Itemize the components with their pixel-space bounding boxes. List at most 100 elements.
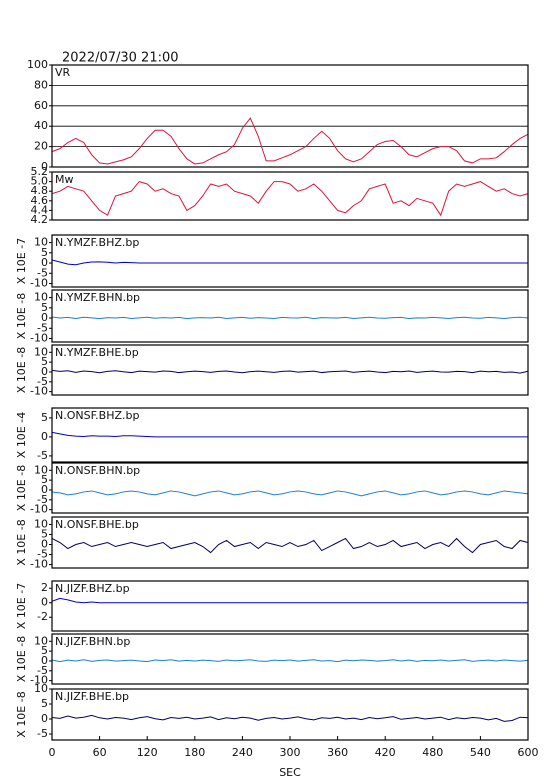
y-tick-label: -5: [37, 266, 48, 279]
y-tick-label: -10: [30, 332, 48, 345]
panel-label: N.ONSF.BHZ.bp: [55, 409, 139, 422]
waveform-line: [52, 259, 528, 266]
panel-frame: [51, 516, 529, 569]
y-axis-label: X 10E -4: [15, 412, 28, 458]
y-axis-label: X 10E -7: [15, 238, 28, 284]
y-tick-label: 10: [34, 236, 48, 249]
y-axis-label: X 10E -8: [15, 519, 28, 565]
y-tick-label: 5: [41, 301, 48, 314]
y-axis-label: X 10E -8: [15, 465, 28, 511]
panel-label: N.JIZF.BHZ.bp: [55, 582, 130, 595]
y-tick-label: 0: [41, 160, 48, 173]
chart-title: 2022/07/30 21:00: [62, 51, 179, 66]
y-tick-label: 4.8: [31, 184, 49, 197]
y-tick-label: 5: [41, 411, 48, 424]
y-axis-label: X 10E -8: [15, 636, 28, 682]
y-tick-label: 80: [34, 78, 48, 91]
y-tick-label: 0: [41, 596, 48, 609]
y-tick-label: -5: [37, 375, 48, 388]
y-tick-label: -10: [30, 558, 48, 571]
panel-label: N.JIZF.BHE.bp: [55, 690, 129, 703]
x-tick-label: 180: [184, 746, 205, 759]
waveform-line: [52, 659, 528, 663]
y-tick-label: -5: [37, 664, 48, 677]
y-tick-label: 4.4: [31, 203, 49, 216]
panel-label: VR: [55, 66, 71, 79]
panel-label: N.YMZF.BHE.bp: [55, 346, 139, 359]
waveform-line: [52, 431, 528, 438]
x-tick-label: 600: [518, 746, 539, 759]
y-tick-label: -5: [37, 449, 48, 462]
y-tick-label: 5.0: [31, 175, 49, 188]
y-tick-label: 0: [41, 365, 48, 378]
waveform-line: [52, 597, 528, 604]
waveform-line: [52, 181, 528, 217]
x-tick-label: 120: [137, 746, 158, 759]
panel-label: N.ONSF.BHE.bp: [55, 518, 139, 531]
y-tick-label: -10: [30, 674, 48, 687]
x-tick-label: 480: [422, 746, 443, 759]
y-tick-label: -10: [30, 503, 48, 516]
panel-frame: [51, 64, 529, 168]
y-tick-label: -5: [37, 321, 48, 334]
y-tick-label: 5: [41, 697, 48, 710]
y-tick-label: 100: [27, 58, 48, 71]
x-tick-label: 300: [280, 746, 301, 759]
panel-frame: [51, 633, 529, 685]
y-tick-label: 40: [34, 119, 48, 132]
y-tick-label: 5: [41, 473, 48, 486]
y-tick-label: 5.2: [31, 165, 49, 178]
y-axis-label: X 10E -7: [15, 583, 28, 629]
y-tick-label: 0: [41, 538, 48, 551]
panel-label: Mw: [55, 173, 74, 186]
waveform-line: [52, 117, 528, 165]
y-tick-label: 10: [34, 291, 48, 304]
y-tick-label: -5: [37, 548, 48, 561]
y-tick-label: 10: [34, 634, 48, 647]
waveform-line: [52, 369, 528, 374]
panel-label: N.YMZF.BHZ.bp: [55, 236, 139, 249]
y-axis-label: X 10E -8: [15, 691, 28, 737]
panel-frame: [51, 234, 529, 288]
panel-frame: [51, 344, 529, 396]
waveform-line: [52, 714, 528, 722]
panel-label: N.YMZF.BHN.bp: [55, 291, 140, 304]
x-axis-label: SEC: [279, 766, 301, 779]
y-tick-label: 5: [41, 355, 48, 368]
panel-frame: [51, 171, 529, 221]
y-tick-label: -10: [30, 385, 48, 398]
x-tick-label: 0: [49, 746, 56, 759]
waveform-line: [52, 490, 528, 497]
x-tick-label: 540: [470, 746, 491, 759]
x-tick-label: 360: [327, 746, 348, 759]
y-tick-label: -2: [37, 610, 48, 623]
y-tick-label: 0: [41, 654, 48, 667]
panel-frame: [51, 407, 529, 463]
y-axis-label: X 10E -8: [15, 293, 28, 339]
y-tick-label: 5: [41, 246, 48, 259]
panel-frame: [51, 289, 529, 343]
y-tick-label: 60: [34, 99, 48, 112]
waveform-line: [52, 316, 528, 320]
y-tick-label: 0: [41, 712, 48, 725]
y-tick-label: 5: [41, 644, 48, 657]
panel-label: N.JIZF.BHN.bp: [55, 635, 130, 648]
y-tick-label: 0: [41, 256, 48, 269]
y-tick-label: -5: [37, 493, 48, 506]
y-tick-label: 4.2: [31, 213, 49, 226]
panel-label: N.ONSF.BHN.bp: [55, 464, 140, 477]
y-tick-label: -10: [30, 277, 48, 290]
y-axis-label: X 10E -8: [15, 347, 28, 393]
y-tick-label: 2: [41, 581, 48, 594]
y-tick-label: 0: [41, 483, 48, 496]
y-tick-label: -5: [37, 727, 48, 740]
x-tick-label: 420: [375, 746, 396, 759]
panel-frame: [51, 580, 529, 632]
y-tick-label: 10: [34, 463, 48, 476]
y-tick-label: 20: [34, 140, 48, 153]
panel-frame: [51, 462, 529, 514]
waveform-line: [52, 537, 528, 554]
x-tick-label: 60: [93, 746, 107, 759]
y-tick-label: 10: [34, 682, 48, 695]
